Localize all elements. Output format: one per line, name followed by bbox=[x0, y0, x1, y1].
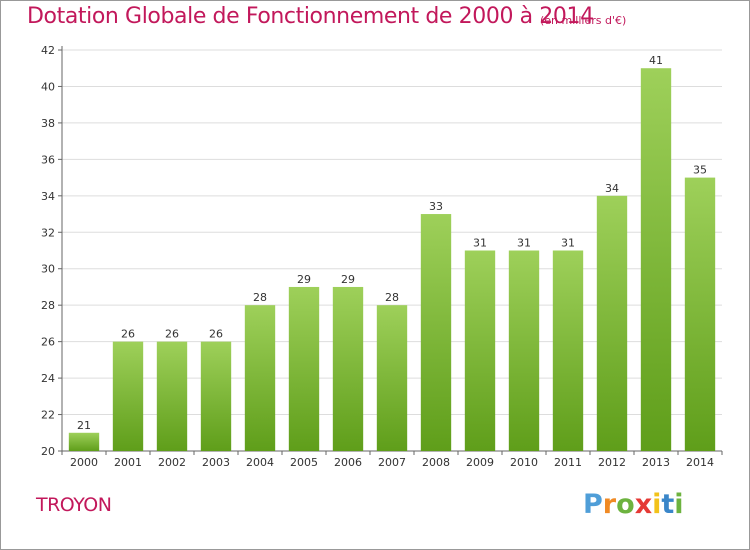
y-tick-label-40: 40 bbox=[41, 80, 55, 93]
x-tick-label-2002: 2002 bbox=[158, 456, 186, 469]
y-tick-label-36: 36 bbox=[41, 153, 55, 166]
data-label-2009: 31 bbox=[473, 237, 487, 250]
logo-letter-i: i bbox=[652, 489, 662, 520]
bar-2012 bbox=[596, 195, 628, 451]
data-label-2000: 21 bbox=[77, 419, 91, 432]
logo-letter-r: r bbox=[602, 489, 617, 520]
bar-2000 bbox=[68, 432, 100, 451]
x-tick-label-2007: 2007 bbox=[378, 456, 406, 469]
x-tick-label-2000: 2000 bbox=[70, 456, 98, 469]
bar-2008 bbox=[420, 214, 452, 451]
bar-2009 bbox=[464, 250, 496, 451]
x-tick-label-2008: 2008 bbox=[422, 456, 450, 469]
bar-2002 bbox=[156, 341, 188, 451]
y-tick-label-34: 34 bbox=[41, 190, 55, 203]
data-label-2010: 31 bbox=[517, 237, 531, 250]
x-tick-label-2014: 2014 bbox=[686, 456, 714, 469]
data-label-2003: 26 bbox=[209, 328, 223, 341]
bar-2013 bbox=[640, 68, 672, 452]
logo-letter-o: o bbox=[616, 489, 635, 520]
data-label-2004: 28 bbox=[253, 291, 267, 304]
y-tick-label-24: 24 bbox=[41, 372, 55, 385]
bar-2006 bbox=[332, 286, 364, 451]
bars bbox=[68, 68, 716, 452]
data-label-2011: 31 bbox=[561, 237, 575, 250]
bar-2005 bbox=[288, 286, 320, 451]
commune-name: TROYON bbox=[36, 494, 112, 516]
chart-subtitle: (en milliers d'€) bbox=[540, 14, 627, 27]
bar-2004 bbox=[244, 305, 276, 451]
data-label-2014: 35 bbox=[693, 164, 707, 177]
x-tick-label-2001: 2001 bbox=[114, 456, 142, 469]
x-tick-label-2006: 2006 bbox=[334, 456, 362, 469]
bar-2007 bbox=[376, 305, 408, 451]
y-tick-label-20: 20 bbox=[41, 445, 55, 458]
x-tick-label-2009: 2009 bbox=[466, 456, 494, 469]
proxiti-logo[interactable]: Proxiti bbox=[583, 489, 684, 520]
bar-2001 bbox=[112, 341, 144, 451]
x-tick-label-2003: 2003 bbox=[202, 456, 230, 469]
labels: 2000 21 2001 26 2002 26 2003 26 2004 28 2005 29 2006… bbox=[70, 54, 714, 469]
x-tick-label-2010: 2010 bbox=[510, 456, 538, 469]
x-tick-label-2004: 2004 bbox=[246, 456, 274, 469]
data-label-2006: 29 bbox=[341, 273, 355, 286]
bar-2003 bbox=[200, 341, 232, 451]
x-tick-label-2005: 2005 bbox=[290, 456, 318, 469]
bar-2014 bbox=[684, 177, 716, 451]
logo-letter-p: P bbox=[583, 489, 603, 520]
data-label-2007: 28 bbox=[385, 291, 399, 304]
y-tick-label-30: 30 bbox=[41, 263, 55, 276]
y-tick-label-38: 38 bbox=[41, 117, 55, 130]
y-tick-label-42: 42 bbox=[41, 44, 55, 57]
logo-letter-i2: i bbox=[674, 489, 684, 520]
bar-2010 bbox=[508, 250, 540, 451]
y-tick-label-22: 22 bbox=[41, 409, 55, 422]
x-tick-label-2013: 2013 bbox=[642, 456, 670, 469]
bar-2011 bbox=[552, 250, 584, 451]
logo-letter-t: t bbox=[661, 489, 675, 520]
logo-letter-x: x bbox=[634, 489, 653, 520]
data-label-2012: 34 bbox=[605, 182, 619, 195]
y-tick-label-32: 32 bbox=[41, 226, 55, 239]
chart-title: Dotation Globale de Fonctionnement de 20… bbox=[27, 4, 594, 29]
data-label-2008: 33 bbox=[429, 200, 443, 213]
y-tick-label-26: 26 bbox=[41, 336, 55, 349]
data-label-2001: 26 bbox=[121, 328, 135, 341]
x-tick-label-2012: 2012 bbox=[598, 456, 626, 469]
data-label-2002: 26 bbox=[165, 328, 179, 341]
data-label-2005: 29 bbox=[297, 273, 311, 286]
x-tick-label-2011: 2011 bbox=[554, 456, 582, 469]
y-tick-label-28: 28 bbox=[41, 299, 55, 312]
data-label-2013: 41 bbox=[649, 54, 663, 67]
